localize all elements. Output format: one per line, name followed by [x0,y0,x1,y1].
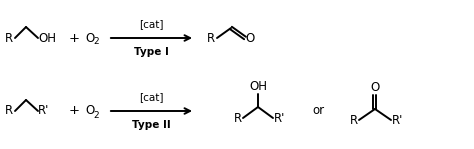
Text: 2: 2 [93,111,99,119]
Text: R: R [234,111,242,125]
Text: R: R [207,31,215,45]
Text: +: + [69,31,80,45]
Text: O: O [245,31,254,45]
Text: R': R' [392,114,403,127]
Text: OH: OH [38,31,56,45]
Text: R': R' [38,104,49,118]
Text: OH: OH [249,80,267,93]
Text: [cat]: [cat] [139,19,164,29]
Text: 2: 2 [93,38,99,46]
Text: R: R [5,104,13,118]
Text: [cat]: [cat] [139,92,164,102]
Text: +: + [69,104,80,118]
Text: Type I: Type I [134,47,169,57]
Text: O: O [370,81,380,94]
Text: R': R' [274,111,285,125]
Text: R: R [350,114,358,127]
Text: or: or [312,104,324,118]
Text: Type II: Type II [132,120,171,130]
Text: O: O [85,104,94,118]
Text: O: O [85,31,94,45]
Text: R: R [5,31,13,45]
